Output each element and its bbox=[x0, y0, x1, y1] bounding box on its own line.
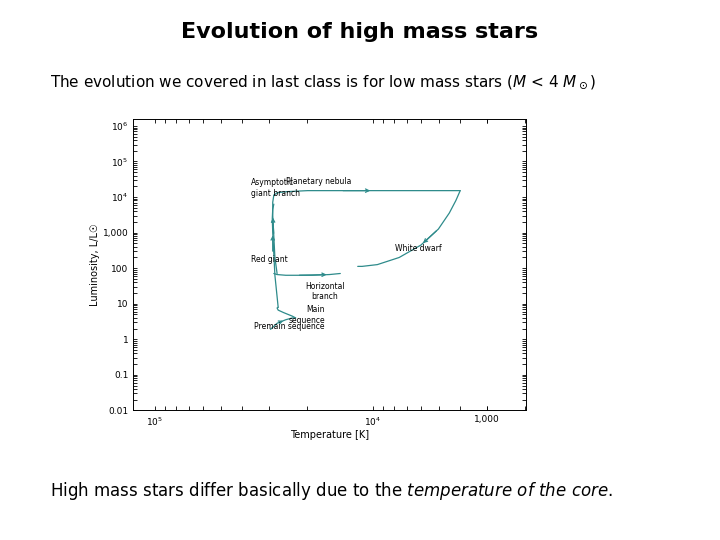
Text: Planetary nebula: Planetary nebula bbox=[286, 177, 351, 186]
Text: Evolution of high mass stars: Evolution of high mass stars bbox=[181, 22, 539, 42]
Text: White dwarf: White dwarf bbox=[395, 244, 441, 253]
Text: Main
sequence: Main sequence bbox=[289, 306, 325, 325]
Y-axis label: Luminosity, L/L☉: Luminosity, L/L☉ bbox=[90, 223, 100, 306]
X-axis label: Temperature [K]: Temperature [K] bbox=[290, 430, 369, 441]
Text: Asymptotic
giant branch: Asymptotic giant branch bbox=[251, 178, 300, 198]
Text: Red giant: Red giant bbox=[251, 255, 288, 264]
Text: The evolution we covered in last class is for low mass stars ($M$ < 4 $M_\odot$): The evolution we covered in last class i… bbox=[50, 73, 597, 91]
Text: Premain sequence: Premain sequence bbox=[254, 322, 325, 332]
Text: Horizontal
branch: Horizontal branch bbox=[305, 282, 345, 301]
Text: High mass stars differ basically due to the $\bf{\it{temperature\ of\ the\ core}: High mass stars differ basically due to … bbox=[50, 480, 613, 502]
